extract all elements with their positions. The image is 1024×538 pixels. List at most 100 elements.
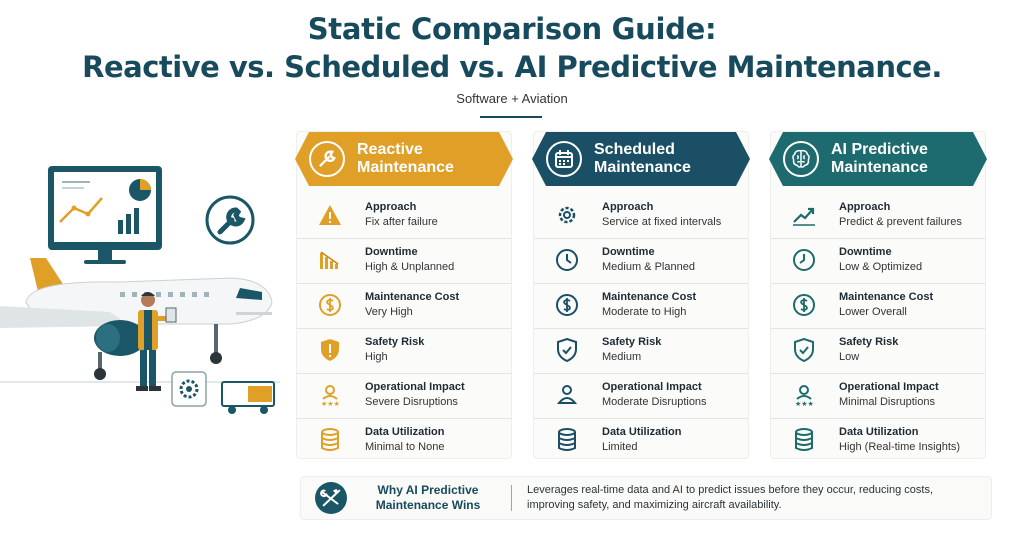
scheduled-row-impact: Operational Impact Moderate Disruptions <box>534 373 748 418</box>
reactive-row-data: Data Utilization Minimal to None <box>297 418 511 463</box>
row-value: Lower Overall <box>839 306 907 318</box>
cargo-cart-icon <box>221 381 275 414</box>
row-value: Medium <box>602 351 642 363</box>
row-value: Fix after failure <box>365 216 438 228</box>
database-icon <box>791 427 817 453</box>
row-label: Maintenance Cost <box>365 291 460 303</box>
clock-icon <box>554 247 580 273</box>
row-label: Safety Risk <box>365 336 425 348</box>
technician-image <box>136 292 177 391</box>
reactive-row-impact: ★★★ Operational Impact Severe Disruption… <box>297 373 511 418</box>
reactive-row-approach: Approach Fix after failure <box>297 194 511 238</box>
airplane-image <box>0 258 273 380</box>
scheduled-row-downtime: Downtime Medium & Planned <box>534 238 748 283</box>
dollar-icon <box>317 292 343 318</box>
row-value: Severe Disruptions <box>365 396 458 408</box>
why-ai-banner: Why AI Predictive Maintenance Wins Lever… <box>300 476 992 520</box>
row-label: Downtime <box>602 246 655 258</box>
row-value: High (Real-time Insights) <box>839 441 961 453</box>
warning-icon <box>317 202 343 228</box>
svg-text:★★★: ★★★ <box>795 400 814 407</box>
reactive-title: Reactive Maintenance <box>357 141 454 176</box>
gear-box-icon <box>171 371 207 407</box>
dollar-icon <box>554 292 580 318</box>
person-stars-icon: ★★★ <box>317 382 343 408</box>
person-stars-icon <box>554 382 580 408</box>
row-label: Data Utilization <box>365 426 445 438</box>
shield-alert-icon <box>317 337 343 363</box>
row-value: Limited <box>602 441 638 453</box>
aviation-illustration <box>0 166 280 414</box>
subtitle-divider <box>480 116 542 118</box>
scheduled-header: Scheduled Maintenance <box>532 132 750 186</box>
person-stars-icon: ★★★ <box>791 382 817 408</box>
predictive-row-cost: Maintenance Cost Lower Overall <box>771 283 985 328</box>
ai-predictive-maintenance-card: AI Predictive Maintenance Approach Predi… <box>769 131 987 459</box>
reactive-row-downtime: Downtime High & Unplanned <box>297 238 511 283</box>
scheduled-row-cost: Maintenance Cost Moderate to High <box>534 283 748 328</box>
airplane-tools-icon <box>315 482 347 514</box>
row-label: Approach <box>839 201 891 213</box>
reactive-row-safety: Safety Risk High <box>297 328 511 373</box>
scheduled-row-safety: Safety Risk Medium <box>534 328 748 373</box>
scheduled-maintenance-card: Scheduled Maintenance Approach Service a… <box>532 131 750 459</box>
shield-check-icon <box>791 337 817 363</box>
row-value: Service at fixed intervals <box>602 216 722 228</box>
page-subtitle: Software + Aviation <box>456 91 568 106</box>
predictive-title: AI Predictive Maintenance <box>831 141 928 176</box>
bar-chart-down-icon <box>317 247 343 273</box>
row-label: Maintenance Cost <box>839 291 934 303</box>
scheduled-title: Scheduled Maintenance <box>594 141 691 176</box>
row-label: Operational Impact <box>365 381 465 393</box>
row-label: Operational Impact <box>602 381 702 393</box>
row-label: Safety Risk <box>602 336 662 348</box>
monitor-dashboard-icon <box>48 166 162 264</box>
row-value: Minimal Disruptions <box>839 396 935 408</box>
row-value: High & Unplanned <box>365 261 455 273</box>
predictive-row-impact: ★★★ Operational Impact Minimal Disruptio… <box>771 373 985 418</box>
scheduled-row-data: Data Utilization Limited <box>534 418 748 463</box>
scheduled-row-approach: Approach Service at fixed intervals <box>534 194 748 238</box>
row-label: Maintenance Cost <box>602 291 697 303</box>
row-value: Very High <box>365 306 413 318</box>
banner-divider <box>511 485 512 511</box>
row-value: Predict & prevent failures <box>839 216 962 228</box>
row-label: Approach <box>365 201 417 213</box>
row-label: Approach <box>602 201 654 213</box>
row-value: Moderate Disruptions <box>602 396 707 408</box>
banner-title: Why AI Predictive Maintenance Wins <box>375 483 481 512</box>
predictive-header: AI Predictive Maintenance <box>769 132 987 186</box>
database-icon <box>554 427 580 453</box>
row-value: High <box>365 351 388 363</box>
shield-check-icon <box>554 337 580 363</box>
database-icon <box>317 427 343 453</box>
row-label: Safety Risk <box>839 336 899 348</box>
predictive-row-safety: Safety Risk Low <box>771 328 985 373</box>
predictive-row-data: Data Utilization High (Real-time Insight… <box>771 418 985 463</box>
page-title-line-1: Static Comparison Guide: <box>307 12 717 46</box>
predictive-row-downtime: Downtime Low & Optimized <box>771 238 985 283</box>
predictive-row-approach: Approach Predict & prevent failures <box>771 194 985 238</box>
reactive-maintenance-card: Reactive Maintenance Approach Fix after … <box>295 131 513 459</box>
row-value: Low & Optimized <box>839 261 923 273</box>
gear-icon <box>554 202 580 228</box>
dollar-icon <box>791 292 817 318</box>
row-value: Moderate to High <box>602 306 687 318</box>
row-label: Downtime <box>839 246 892 258</box>
clock-icon <box>791 247 817 273</box>
row-value: Low <box>839 351 860 363</box>
wrench-icon <box>309 141 345 177</box>
row-label: Operational Impact <box>839 381 939 393</box>
brain-icon <box>783 141 819 177</box>
svg-text:★★★: ★★★ <box>321 400 340 407</box>
row-label: Downtime <box>365 246 418 258</box>
banner-text: Leverages real-time data and AI to predi… <box>527 484 934 511</box>
row-value: Minimal to None <box>365 441 445 453</box>
calendar-icon <box>546 141 582 177</box>
reactive-row-cost: Maintenance Cost Very High <box>297 283 511 328</box>
row-label: Data Utilization <box>602 426 682 438</box>
wrench-badge-icon <box>205 195 255 245</box>
row-value: Medium & Planned <box>602 261 695 273</box>
page-title-line-2: Reactive vs. Scheduled vs. AI Predictive… <box>82 50 942 84</box>
trend-up-icon <box>791 202 817 228</box>
